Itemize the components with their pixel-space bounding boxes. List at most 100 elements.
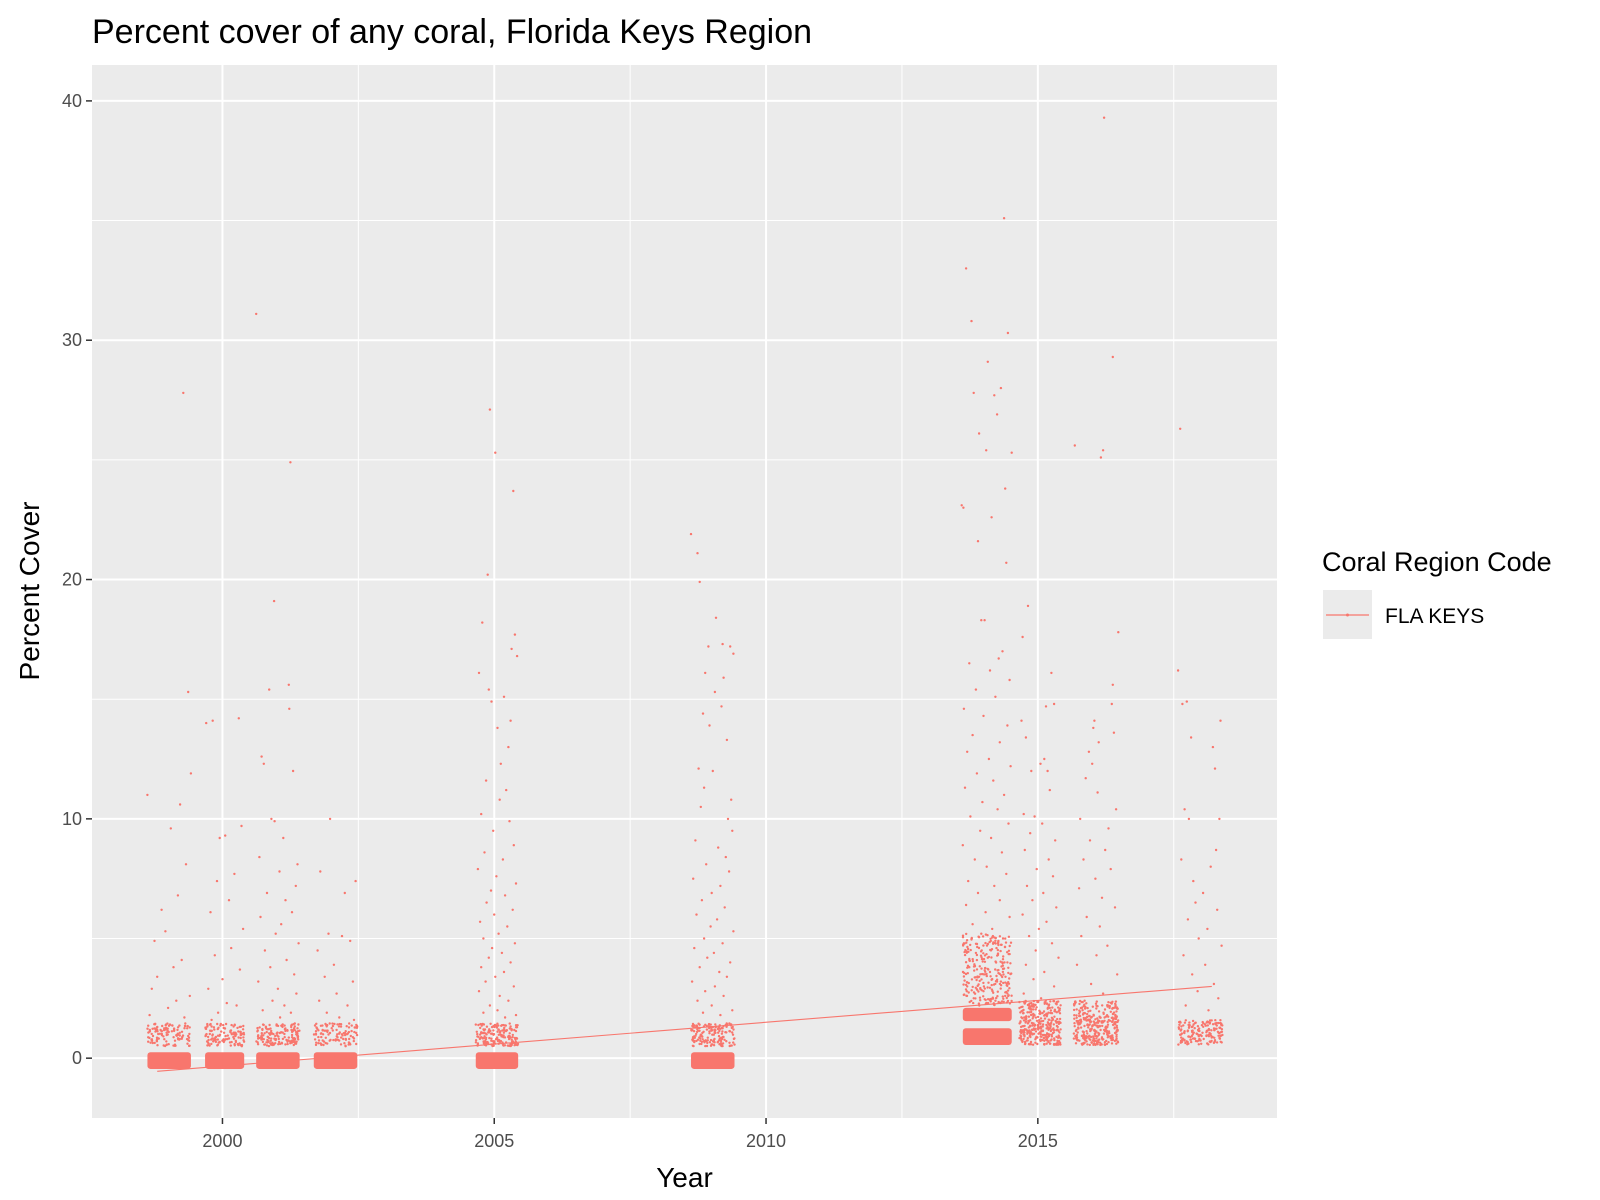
data-point-2001 bbox=[294, 884, 297, 888]
data-point-2018 bbox=[1202, 1037, 1205, 1041]
y-tick-label: 0 bbox=[72, 1048, 82, 1068]
data-point-2000 bbox=[224, 1022, 228, 1026]
data-point-1999 bbox=[180, 958, 183, 962]
data-point-2000 bbox=[216, 1027, 219, 1031]
data-point-2009 bbox=[700, 899, 704, 902]
data-point-2016 bbox=[1107, 1001, 1110, 1004]
data-point-1999 bbox=[166, 1006, 170, 1010]
data-point-2015 bbox=[1026, 604, 1030, 608]
data-point-2009 bbox=[728, 1044, 731, 1048]
data-point-2018 bbox=[1181, 702, 1184, 706]
data-point-1999 bbox=[189, 772, 193, 775]
data-point-2002 bbox=[333, 1022, 336, 1026]
data-point-2002 bbox=[346, 1032, 350, 1035]
data-point-2009 bbox=[695, 1024, 699, 1028]
data-point-2000 bbox=[207, 987, 210, 990]
data-point-2000 bbox=[242, 1031, 245, 1035]
data-point-2002 bbox=[317, 1042, 320, 1045]
data-point-2015 bbox=[1050, 1035, 1054, 1038]
data-point-2014 bbox=[1006, 992, 1009, 995]
data-point-2005 bbox=[507, 1044, 510, 1047]
data-point-2009 bbox=[701, 712, 705, 715]
data-point-2014 bbox=[978, 965, 981, 968]
data-point-2001 bbox=[267, 1044, 271, 1048]
data-point-2005 bbox=[489, 1022, 492, 1025]
data-point-2016 bbox=[1106, 944, 1109, 947]
data-point-2014 bbox=[980, 932, 983, 935]
data-point-2000 bbox=[222, 1031, 226, 1035]
data-point-2005 bbox=[483, 1029, 486, 1032]
data-point-2001 bbox=[277, 1043, 280, 1046]
data-point-2009 bbox=[701, 1031, 704, 1035]
data-point-2015 bbox=[1020, 1010, 1023, 1013]
data-point-2000 bbox=[239, 1044, 242, 1047]
data-point-2015 bbox=[1046, 1026, 1050, 1030]
data-point-2000 bbox=[230, 946, 233, 950]
data-point-2016 bbox=[1092, 1020, 1096, 1023]
data-point-2016 bbox=[1091, 1005, 1095, 1008]
data-point-2005 bbox=[486, 573, 489, 576]
data-point-2001 bbox=[271, 999, 274, 1002]
data-point-2018 bbox=[1186, 1029, 1190, 1032]
data-point-2002 bbox=[347, 1043, 350, 1046]
data-point-2018 bbox=[1215, 1024, 1219, 1027]
data-point-2015 bbox=[1058, 1035, 1061, 1039]
data-point-2005 bbox=[502, 695, 506, 698]
data-point-2016 bbox=[1110, 702, 1114, 706]
data-point-2001 bbox=[272, 1032, 275, 1036]
data-point-2018 bbox=[1179, 427, 1182, 430]
data-point-1999 bbox=[182, 391, 185, 395]
data-point-2000 bbox=[211, 719, 214, 722]
data-point-2014 bbox=[1001, 937, 1005, 940]
data-point-2014 bbox=[1006, 989, 1010, 992]
data-point-2016 bbox=[1078, 1014, 1082, 1018]
data-point-2001 bbox=[293, 1025, 296, 1028]
data-point-2014 bbox=[982, 990, 985, 993]
data-point-2014 bbox=[1006, 999, 1010, 1003]
data-point-1999 bbox=[147, 1040, 150, 1043]
data-point-2015 bbox=[1041, 1023, 1045, 1026]
data-point-2000 bbox=[222, 1038, 225, 1041]
data-point-2014 bbox=[963, 786, 967, 789]
data-point-2018 bbox=[1182, 954, 1185, 957]
data-point-2001 bbox=[262, 1038, 265, 1041]
data-point-2016 bbox=[1111, 355, 1115, 359]
data-point-2014 bbox=[995, 996, 998, 1000]
data-point-2001 bbox=[272, 599, 276, 603]
data-point-1999 bbox=[150, 1038, 154, 1041]
data-point-2015 bbox=[1039, 1038, 1042, 1042]
data-point-2014 bbox=[988, 669, 992, 672]
data-point-2016 bbox=[1106, 1020, 1109, 1024]
data-point-2015 bbox=[1030, 1032, 1033, 1035]
data-point-2018 bbox=[1201, 1031, 1204, 1035]
data-point-2005 bbox=[500, 1035, 503, 1038]
data-point-2015 bbox=[1048, 1027, 1052, 1030]
data-point-2001 bbox=[283, 1032, 286, 1036]
data-point-2014 bbox=[975, 958, 979, 962]
data-point-2005 bbox=[487, 1029, 490, 1033]
data-point-2018 bbox=[1177, 1043, 1180, 1046]
data-point-2009 bbox=[704, 1023, 707, 1026]
data-point-2014 bbox=[998, 935, 1002, 938]
data-point-2018 bbox=[1213, 767, 1217, 770]
data-point-2002 bbox=[335, 1035, 338, 1038]
data-point-2016 bbox=[1073, 1017, 1076, 1020]
data-point-2009 bbox=[700, 1040, 704, 1044]
data-point-1999 bbox=[175, 999, 178, 1002]
data-point-2016 bbox=[1111, 1012, 1115, 1016]
data-point-2002 bbox=[314, 1030, 318, 1033]
data-point-2009 bbox=[691, 1022, 695, 1026]
data-point-2015 bbox=[1038, 1026, 1042, 1030]
data-point-2015 bbox=[1032, 1008, 1035, 1011]
data-point-2000 bbox=[219, 1024, 222, 1027]
data-point-2002 bbox=[336, 1033, 339, 1036]
data-point-2001 bbox=[275, 1032, 278, 1035]
data-point-2015 bbox=[1058, 1021, 1062, 1024]
data-point-2001 bbox=[277, 1035, 280, 1038]
data-point-1999 bbox=[172, 966, 175, 969]
data-point-2002 bbox=[338, 1022, 341, 1026]
data-point-2009 bbox=[718, 1029, 721, 1033]
data-point-2014 bbox=[965, 990, 968, 993]
data-point-2014 bbox=[967, 879, 970, 883]
data-point-2016 bbox=[1094, 877, 1097, 880]
